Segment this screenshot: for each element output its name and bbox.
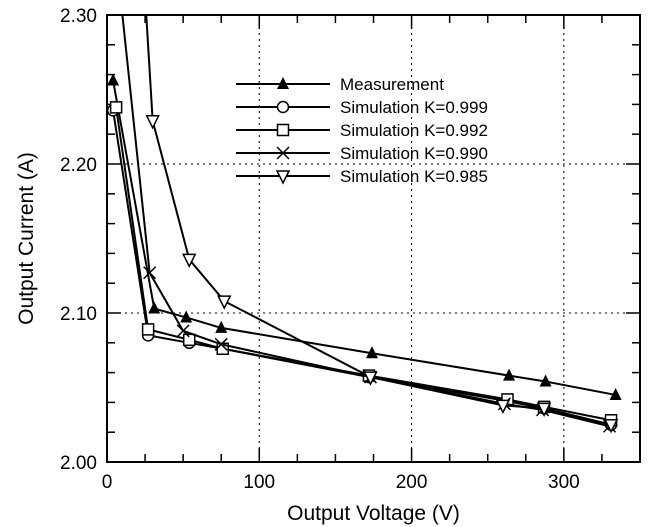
x-tick-label: 0 [102, 472, 113, 493]
legend-marker [276, 100, 290, 114]
legend-marker [277, 77, 289, 89]
series [107, 15, 622, 434]
data-point [107, 73, 120, 86]
legend-label: Simulation K=0.985 [340, 167, 488, 186]
x-cross-stroke [176, 324, 190, 338]
legend-entry-3: Simulation K=0.992 [236, 121, 488, 140]
y-tick-label: 2.10 [60, 304, 97, 325]
y-axis-title: Output Current (A) [15, 152, 38, 325]
data-point [495, 399, 511, 415]
x-cross-stroke [276, 146, 290, 160]
legend-label: Measurement [340, 75, 444, 94]
legend-entry-1: Measurement [236, 75, 444, 94]
y-tick-label: 2.30 [60, 6, 97, 27]
data-point [214, 337, 228, 351]
data-point [148, 301, 161, 314]
y-tick-label: 2.20 [60, 155, 97, 176]
x-cross-stroke [143, 266, 157, 280]
series-line [121, 15, 610, 428]
legend-label: Simulation K=0.990 [340, 144, 488, 163]
y-tick-label: 2.00 [60, 453, 97, 474]
legend-marker [275, 170, 291, 185]
x-cross-stroke [214, 337, 228, 351]
data-point [109, 101, 123, 114]
series-line [145, 15, 612, 426]
data-point [182, 333, 196, 347]
data-point [141, 323, 155, 336]
data-point [365, 346, 378, 359]
legend-label: Simulation K=0.992 [340, 121, 488, 140]
axis-ticks [106, 14, 641, 463]
series-1 [107, 73, 622, 400]
plot-frame [106, 14, 641, 463]
x-tick-label: 100 [243, 472, 275, 493]
legend-marker [276, 123, 290, 137]
data-point [145, 115, 160, 130]
legend-entry-2: Simulation K=0.999 [236, 98, 488, 117]
legend-marker [276, 146, 290, 160]
data-point [539, 374, 552, 387]
data-point [503, 368, 516, 381]
data-point [143, 266, 157, 280]
data-point [176, 324, 190, 338]
tick-labels: 0 100 200 300 2.00 2.10 2.20 2.30 [60, 6, 580, 493]
legend-label: Simulation K=0.999 [340, 98, 488, 117]
x-axis-title: Output Voltage (V) [287, 502, 460, 525]
data-point [180, 310, 193, 323]
grid [107, 15, 640, 462]
series-line [112, 80, 616, 396]
legend-entry-4: Simulation K=0.990 [236, 144, 488, 163]
data-point [603, 419, 619, 434]
x-tick-label: 200 [396, 472, 428, 493]
data-point [217, 295, 232, 310]
legend: Measurement Simulation K=0.999 Simulation … [236, 75, 488, 186]
data-point [536, 402, 552, 418]
data-point [182, 253, 197, 269]
data-point [609, 387, 622, 400]
data-point [215, 320, 228, 333]
series-4 [121, 15, 617, 433]
data-point [363, 371, 378, 386]
series-5 [145, 15, 619, 434]
legend-entry-5: Simulation K=0.985 [236, 167, 488, 186]
x-tick-label: 300 [548, 472, 580, 493]
